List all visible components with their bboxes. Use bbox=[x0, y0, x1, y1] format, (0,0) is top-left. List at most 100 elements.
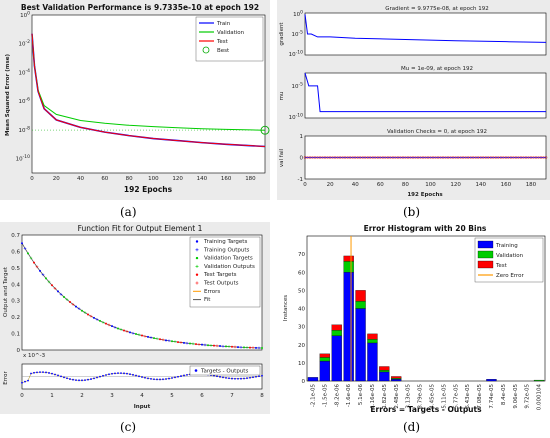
error-point bbox=[135, 374, 137, 377]
val-point bbox=[421, 156, 425, 159]
val-point bbox=[381, 156, 385, 159]
performance-xtick: 80 bbox=[126, 176, 133, 182]
val-point bbox=[499, 156, 503, 159]
histogram-xtick: 9.06e-05 bbox=[513, 384, 519, 409]
fit-output-point bbox=[119, 328, 123, 331]
error-point bbox=[228, 377, 230, 380]
fit-legend-marker bbox=[195, 248, 199, 252]
fit-legend-label: Fit bbox=[204, 297, 211, 303]
panel-c: Function Fit for Output Element 1 Output… bbox=[0, 222, 270, 414]
fit-output-point bbox=[101, 321, 105, 324]
fit-target-point bbox=[27, 252, 29, 255]
val-point bbox=[514, 156, 518, 159]
performance-xtick: 180 bbox=[245, 176, 256, 182]
error-point bbox=[78, 379, 80, 382]
val-point bbox=[331, 156, 334, 159]
val-point bbox=[341, 156, 344, 159]
training-state-xlabel: 192 Epochs bbox=[407, 192, 443, 198]
val-point bbox=[449, 156, 452, 159]
fit-output-point bbox=[215, 344, 219, 348]
error-point bbox=[258, 375, 260, 378]
fit-ytick: 0.2 bbox=[11, 315, 20, 321]
histogram-ylabel: Instances bbox=[283, 295, 289, 321]
fit-target-point bbox=[225, 345, 227, 348]
val-point bbox=[494, 156, 498, 159]
val-point bbox=[502, 156, 505, 159]
val-point bbox=[306, 156, 309, 159]
fit-legend-label: Validation Targets bbox=[204, 256, 253, 262]
mu-ytick: 10-10 bbox=[289, 113, 303, 122]
fit-output-point bbox=[65, 298, 69, 301]
training-state-xtick: 20 bbox=[327, 182, 334, 188]
fit-xtick: 0 bbox=[20, 393, 24, 399]
error-point bbox=[216, 375, 218, 378]
fit-xtick: 6 bbox=[200, 393, 204, 399]
caption-c: (c) bbox=[120, 420, 137, 434]
error-point bbox=[213, 374, 215, 377]
mu-ytick: 10-5 bbox=[292, 81, 304, 90]
val-point bbox=[391, 156, 395, 159]
histogram-xtick: 7.08e-05 bbox=[477, 384, 483, 409]
error-point bbox=[45, 371, 47, 374]
val-point bbox=[484, 156, 488, 159]
val-point bbox=[321, 156, 324, 159]
fit-exponent: x 10^-3 bbox=[23, 353, 46, 359]
bar-test bbox=[319, 353, 330, 358]
fit-target-point bbox=[93, 316, 95, 319]
bar-training bbox=[391, 379, 402, 382]
performance-xtick: 0 bbox=[30, 176, 34, 182]
val-point bbox=[386, 156, 390, 159]
histogram-title: Error Histogram with 20 Bins bbox=[364, 224, 487, 233]
error-point bbox=[39, 371, 41, 374]
bar-test bbox=[355, 290, 366, 302]
val-point bbox=[368, 156, 372, 159]
val-point bbox=[491, 156, 495, 159]
val-point bbox=[336, 156, 339, 159]
fit-target-point bbox=[171, 340, 173, 343]
val-point bbox=[401, 156, 405, 159]
fit-output-point bbox=[179, 341, 183, 344]
fit-target-point bbox=[99, 319, 101, 322]
error-legend-label: Targets - Outputs bbox=[200, 369, 248, 375]
training-state-xtick: 0 bbox=[303, 182, 307, 188]
fit-output-point bbox=[245, 346, 249, 349]
fit-target-point bbox=[57, 290, 59, 293]
val-point bbox=[328, 156, 332, 159]
performance-xtick: 40 bbox=[77, 176, 84, 182]
bar-training bbox=[355, 308, 366, 382]
error-point bbox=[231, 377, 233, 380]
bar-training bbox=[331, 335, 342, 382]
val-point bbox=[361, 156, 365, 159]
fit-target-point bbox=[75, 305, 77, 308]
fit-output-point bbox=[83, 311, 87, 314]
performance-xtick: 60 bbox=[101, 176, 108, 182]
val-point bbox=[371, 156, 375, 159]
error-point bbox=[24, 380, 26, 383]
val-point bbox=[431, 156, 435, 159]
error-legend: Targets - Outputs bbox=[189, 365, 261, 376]
histogram-xtick: 5.1e-06 bbox=[358, 384, 364, 406]
error-point bbox=[111, 372, 113, 375]
fit-output-point bbox=[257, 346, 261, 350]
fit-output-point bbox=[143, 334, 147, 338]
fit-target-point bbox=[201, 343, 203, 346]
histogram-xtick: 3.79e-05 bbox=[418, 384, 424, 409]
fit-ytick: 0.5 bbox=[11, 266, 20, 272]
error-point bbox=[234, 377, 236, 380]
fit-legend-marker bbox=[195, 281, 199, 285]
histogram-ytick: 50 bbox=[298, 288, 305, 294]
val-point bbox=[476, 156, 480, 159]
val-ytick: -1 bbox=[298, 177, 303, 183]
val-point bbox=[539, 156, 543, 159]
gradient-ytick: 10-10 bbox=[289, 50, 303, 59]
val-point bbox=[459, 156, 462, 159]
val-point bbox=[419, 156, 422, 159]
error-point bbox=[66, 377, 68, 380]
fit-title: Function Fit for Output Element 1 bbox=[78, 224, 203, 233]
fit-target-point bbox=[153, 337, 155, 340]
val-point bbox=[379, 156, 382, 159]
fit-target-point bbox=[141, 334, 143, 337]
val-ytick: 0 bbox=[300, 156, 304, 162]
error-point bbox=[129, 373, 131, 376]
val-point bbox=[313, 156, 317, 159]
